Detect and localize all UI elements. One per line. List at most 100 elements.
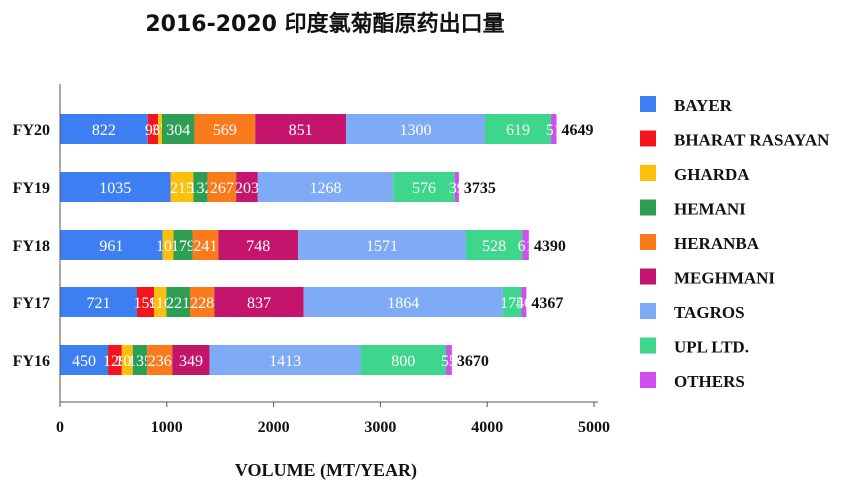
legend: BAYER BHARAT RASAYAN GHARDA HEMANI HERANBA ME…	[640, 96, 830, 391]
bar-value-label: 961	[99, 238, 123, 255]
bar-fy20-others	[551, 114, 557, 144]
bar-value-label: 569	[213, 122, 237, 139]
legend-label-gharda: GHARDA	[674, 165, 750, 184]
bar-fy18-gharda	[162, 230, 174, 260]
bar-value-label: 215	[170, 180, 194, 197]
legend-label-others: OTHERS	[674, 372, 745, 391]
bar-fy17-bharat-rasayan	[137, 287, 154, 317]
y-tick-label: FY18	[13, 238, 50, 255]
y-tick-label: FY17	[13, 295, 50, 312]
legend-swatch-bharat-rasayan	[640, 130, 656, 147]
bar-value-label: 1268	[310, 180, 342, 197]
chart-title: 2016-2020 印度氯菊酯原药出口量	[145, 12, 505, 37]
bar-value-label: 135	[128, 353, 152, 370]
bar-value-label: 1571	[366, 238, 398, 255]
legend-swatch-meghmani	[640, 268, 656, 285]
x-tick-label: 2000	[258, 419, 290, 436]
bar-value-label: 116	[148, 295, 171, 312]
legend-label-bharat-rasayan: BHARAT RASAYAN	[674, 131, 830, 150]
bar-value-label: 349	[179, 353, 203, 370]
legend-label-tagros: TAGROS	[674, 303, 745, 322]
bar-fy20-heranba	[194, 114, 256, 144]
bar-fy19-heranba	[207, 172, 237, 202]
legend-swatch-upl-ltd	[640, 337, 656, 354]
bar-value-label: 450	[72, 353, 96, 370]
bar-fy19-hemani	[193, 172, 208, 202]
legend-swatch-heranba	[640, 234, 656, 250]
bar-value-label: 179	[171, 238, 195, 255]
bar-fy16-others	[445, 345, 452, 375]
bar-fy18-others	[522, 230, 529, 260]
bar-value-label: 851	[289, 122, 313, 139]
bar-value-label: 800	[391, 353, 415, 370]
bar-value-label: 51	[546, 122, 562, 139]
bar-fy19-bayer	[60, 172, 171, 202]
bar-value-label: 721	[87, 295, 111, 312]
bar-fy17-heranba	[189, 287, 215, 317]
x-tick-label: 4000	[471, 419, 503, 436]
bar-fy18-hemani	[173, 230, 193, 260]
bar-total-label: 3735	[464, 180, 496, 197]
legend-swatch-bayer	[640, 96, 656, 112]
bar-value-label: 129	[103, 353, 127, 370]
bar-fy17-gharda	[153, 287, 167, 317]
bar-fy19-meghmani	[236, 172, 258, 202]
y-tick-label: FY20	[13, 122, 50, 139]
x-tick-label: 0	[56, 419, 64, 436]
bar-value-label: 1035	[99, 180, 131, 197]
bar-fy20-tagros	[346, 114, 485, 144]
bar-total-label: 4390	[534, 238, 566, 255]
axes-layer: FY20 FY19 FY18 FY17 FY16 0 1000 2000 3000 4000 500…	[13, 84, 610, 436]
bar-fy18-heranba	[192, 230, 219, 260]
bar-value-label: 159	[133, 295, 157, 312]
bar-value-label: 228	[190, 295, 214, 312]
bar-fy18-tagros	[298, 230, 466, 260]
x-tick-label: 3000	[364, 419, 396, 436]
bar-fy17-others	[521, 287, 527, 317]
bar-value-label: 837	[247, 295, 271, 312]
bar-value-label: 1413	[269, 353, 301, 370]
bar-value-label: 1300	[400, 122, 432, 139]
legend-label-hemani: HEMANI	[674, 200, 746, 219]
bar-fy20-meghmani	[255, 114, 347, 144]
bar-fy20-bharat-rasayan	[147, 114, 159, 144]
bar-value-label: 267	[210, 180, 234, 197]
bar-value-label: 39	[449, 180, 465, 197]
legend-label-bayer: BAYER	[674, 96, 733, 115]
x-axis-label: VOLUME (MT/YEAR)	[235, 460, 417, 481]
bar-fy16-meghmani	[172, 345, 210, 375]
bar-fy16-bharat-rasayan	[108, 345, 122, 375]
legend-label-heranba: HERANBA	[674, 234, 760, 253]
bar-fy17-hemani	[166, 287, 190, 317]
bar-value-label: 55	[441, 353, 457, 370]
bar-fy20-upl-ltd	[484, 114, 552, 144]
bar-fy19-gharda	[170, 172, 194, 202]
legend-swatch-hemani	[640, 199, 656, 216]
bar-fy20-hemani	[161, 114, 195, 144]
y-tick-label: FY16	[13, 353, 50, 370]
legend-swatch-tagros	[640, 303, 656, 319]
bar-value-label: 241	[193, 238, 217, 255]
bar-value-label: 748	[246, 238, 270, 255]
bar-value-label: 822	[92, 122, 116, 139]
bar-value-label: 175	[500, 295, 524, 312]
bar-fy16-hemani	[132, 345, 148, 375]
bar-fy19-others	[454, 172, 459, 202]
bar-fy20-gharda	[158, 114, 162, 144]
bar-fy16-tagros	[209, 345, 361, 375]
x-tick-label: 5000	[578, 419, 610, 436]
bar-fy17-bayer	[60, 287, 138, 317]
bar-fy16-upl-ltd	[360, 345, 446, 375]
bar-value-label: 236	[148, 353, 172, 370]
bar-value-label: 96	[145, 122, 161, 139]
x-tick-label: 1000	[151, 419, 183, 436]
legend-swatch-gharda	[640, 165, 656, 181]
bar-fy18-upl-ltd	[465, 230, 523, 260]
bar-value-label: 203	[235, 180, 259, 197]
bar-total-label: 4649	[562, 122, 594, 139]
bar-fy17-upl-ltd	[502, 287, 522, 317]
bar-fy20-bayer	[60, 114, 148, 144]
bar-fy17-meghmani	[214, 287, 304, 317]
